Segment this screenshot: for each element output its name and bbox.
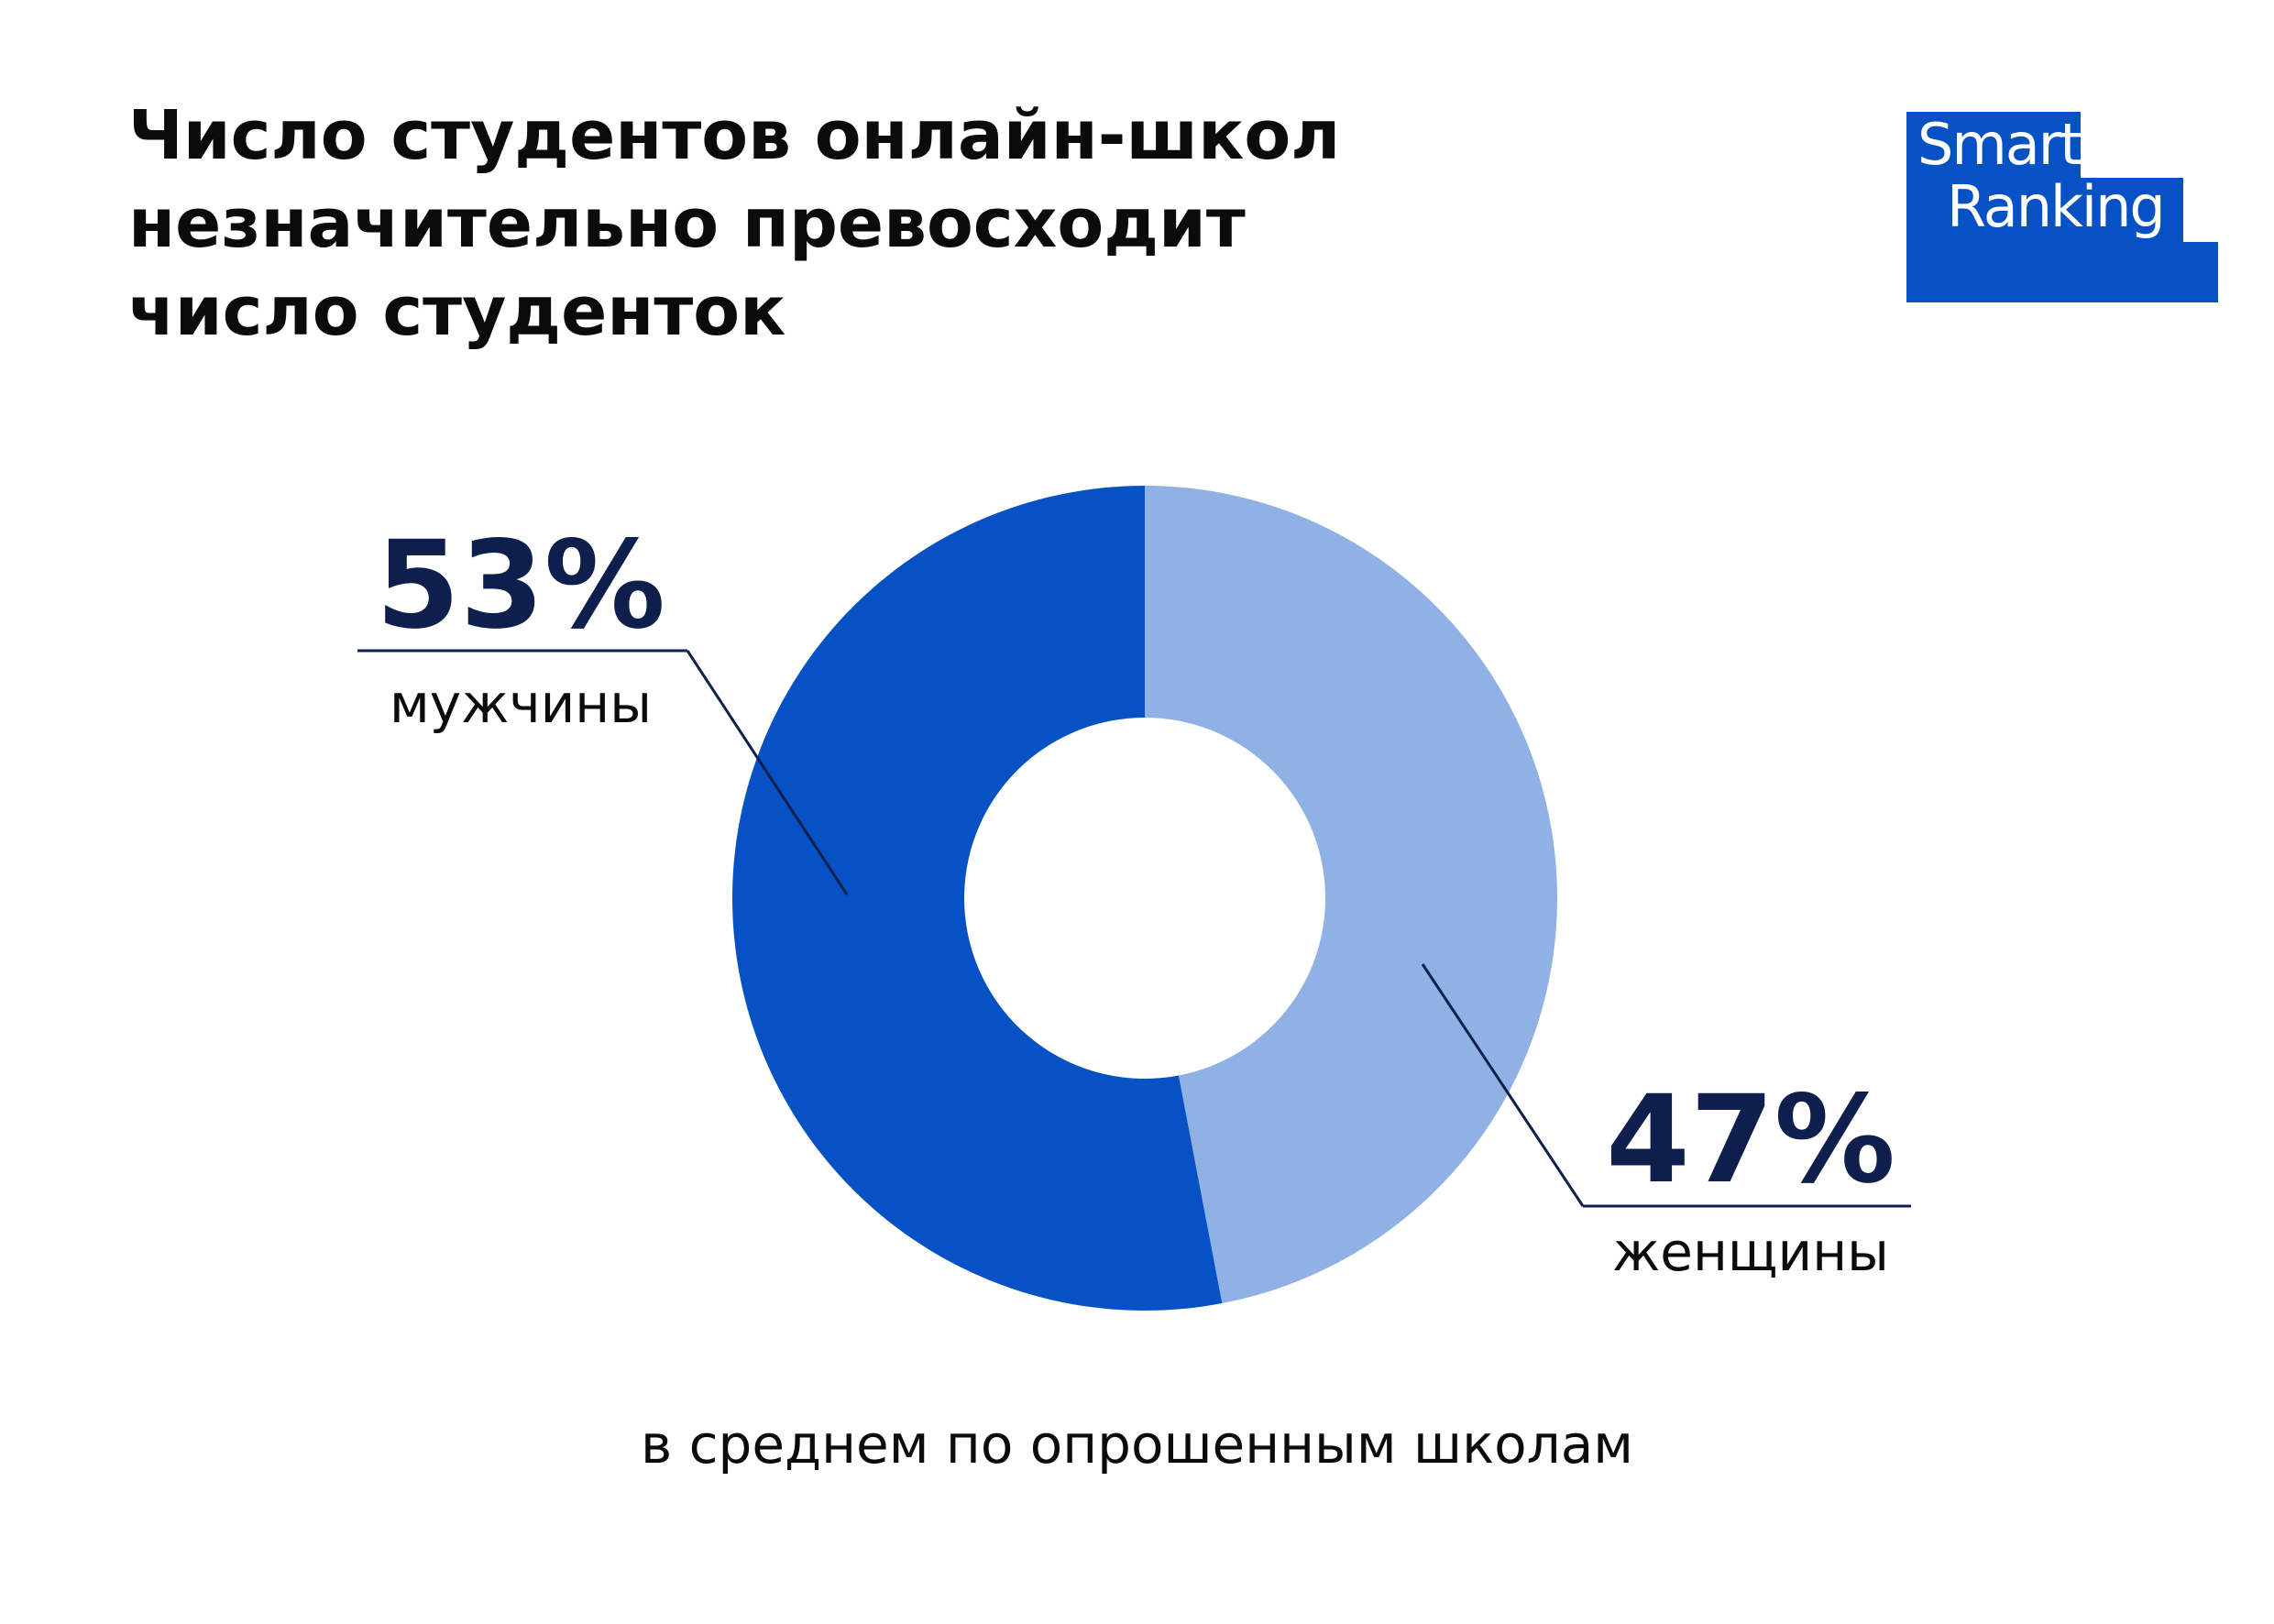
chart-footnote: в среднем по опрошенным школам xyxy=(641,1413,1633,1476)
men-category-label: мужчины xyxy=(390,673,652,735)
donut-slice-men xyxy=(732,486,1223,1311)
title-line-2: незначительно превосходит xyxy=(128,184,1246,263)
men-percent-label: 53% xyxy=(376,515,665,656)
donut-slice-women xyxy=(1145,486,1558,1304)
women-percent-label: 47% xyxy=(1606,1070,1895,1211)
women-category-label: женщины xyxy=(1612,1221,1889,1283)
chart-title: Число студентов онлайн-школ незначительн… xyxy=(128,92,1503,356)
title-line-1: Число студентов онлайн-школ xyxy=(128,96,1341,175)
title-line-3: число студенток xyxy=(128,272,786,351)
logo-text-smart: Smart xyxy=(1917,111,2082,178)
women-leader-line-diagonal xyxy=(1421,963,1585,1207)
logo-text-ranking: Ranking xyxy=(1947,173,2166,240)
smartranking-logo: Smart Ranking xyxy=(1906,112,2218,302)
donut-slices xyxy=(732,486,1558,1311)
men-leader-line-diagonal xyxy=(686,650,849,895)
